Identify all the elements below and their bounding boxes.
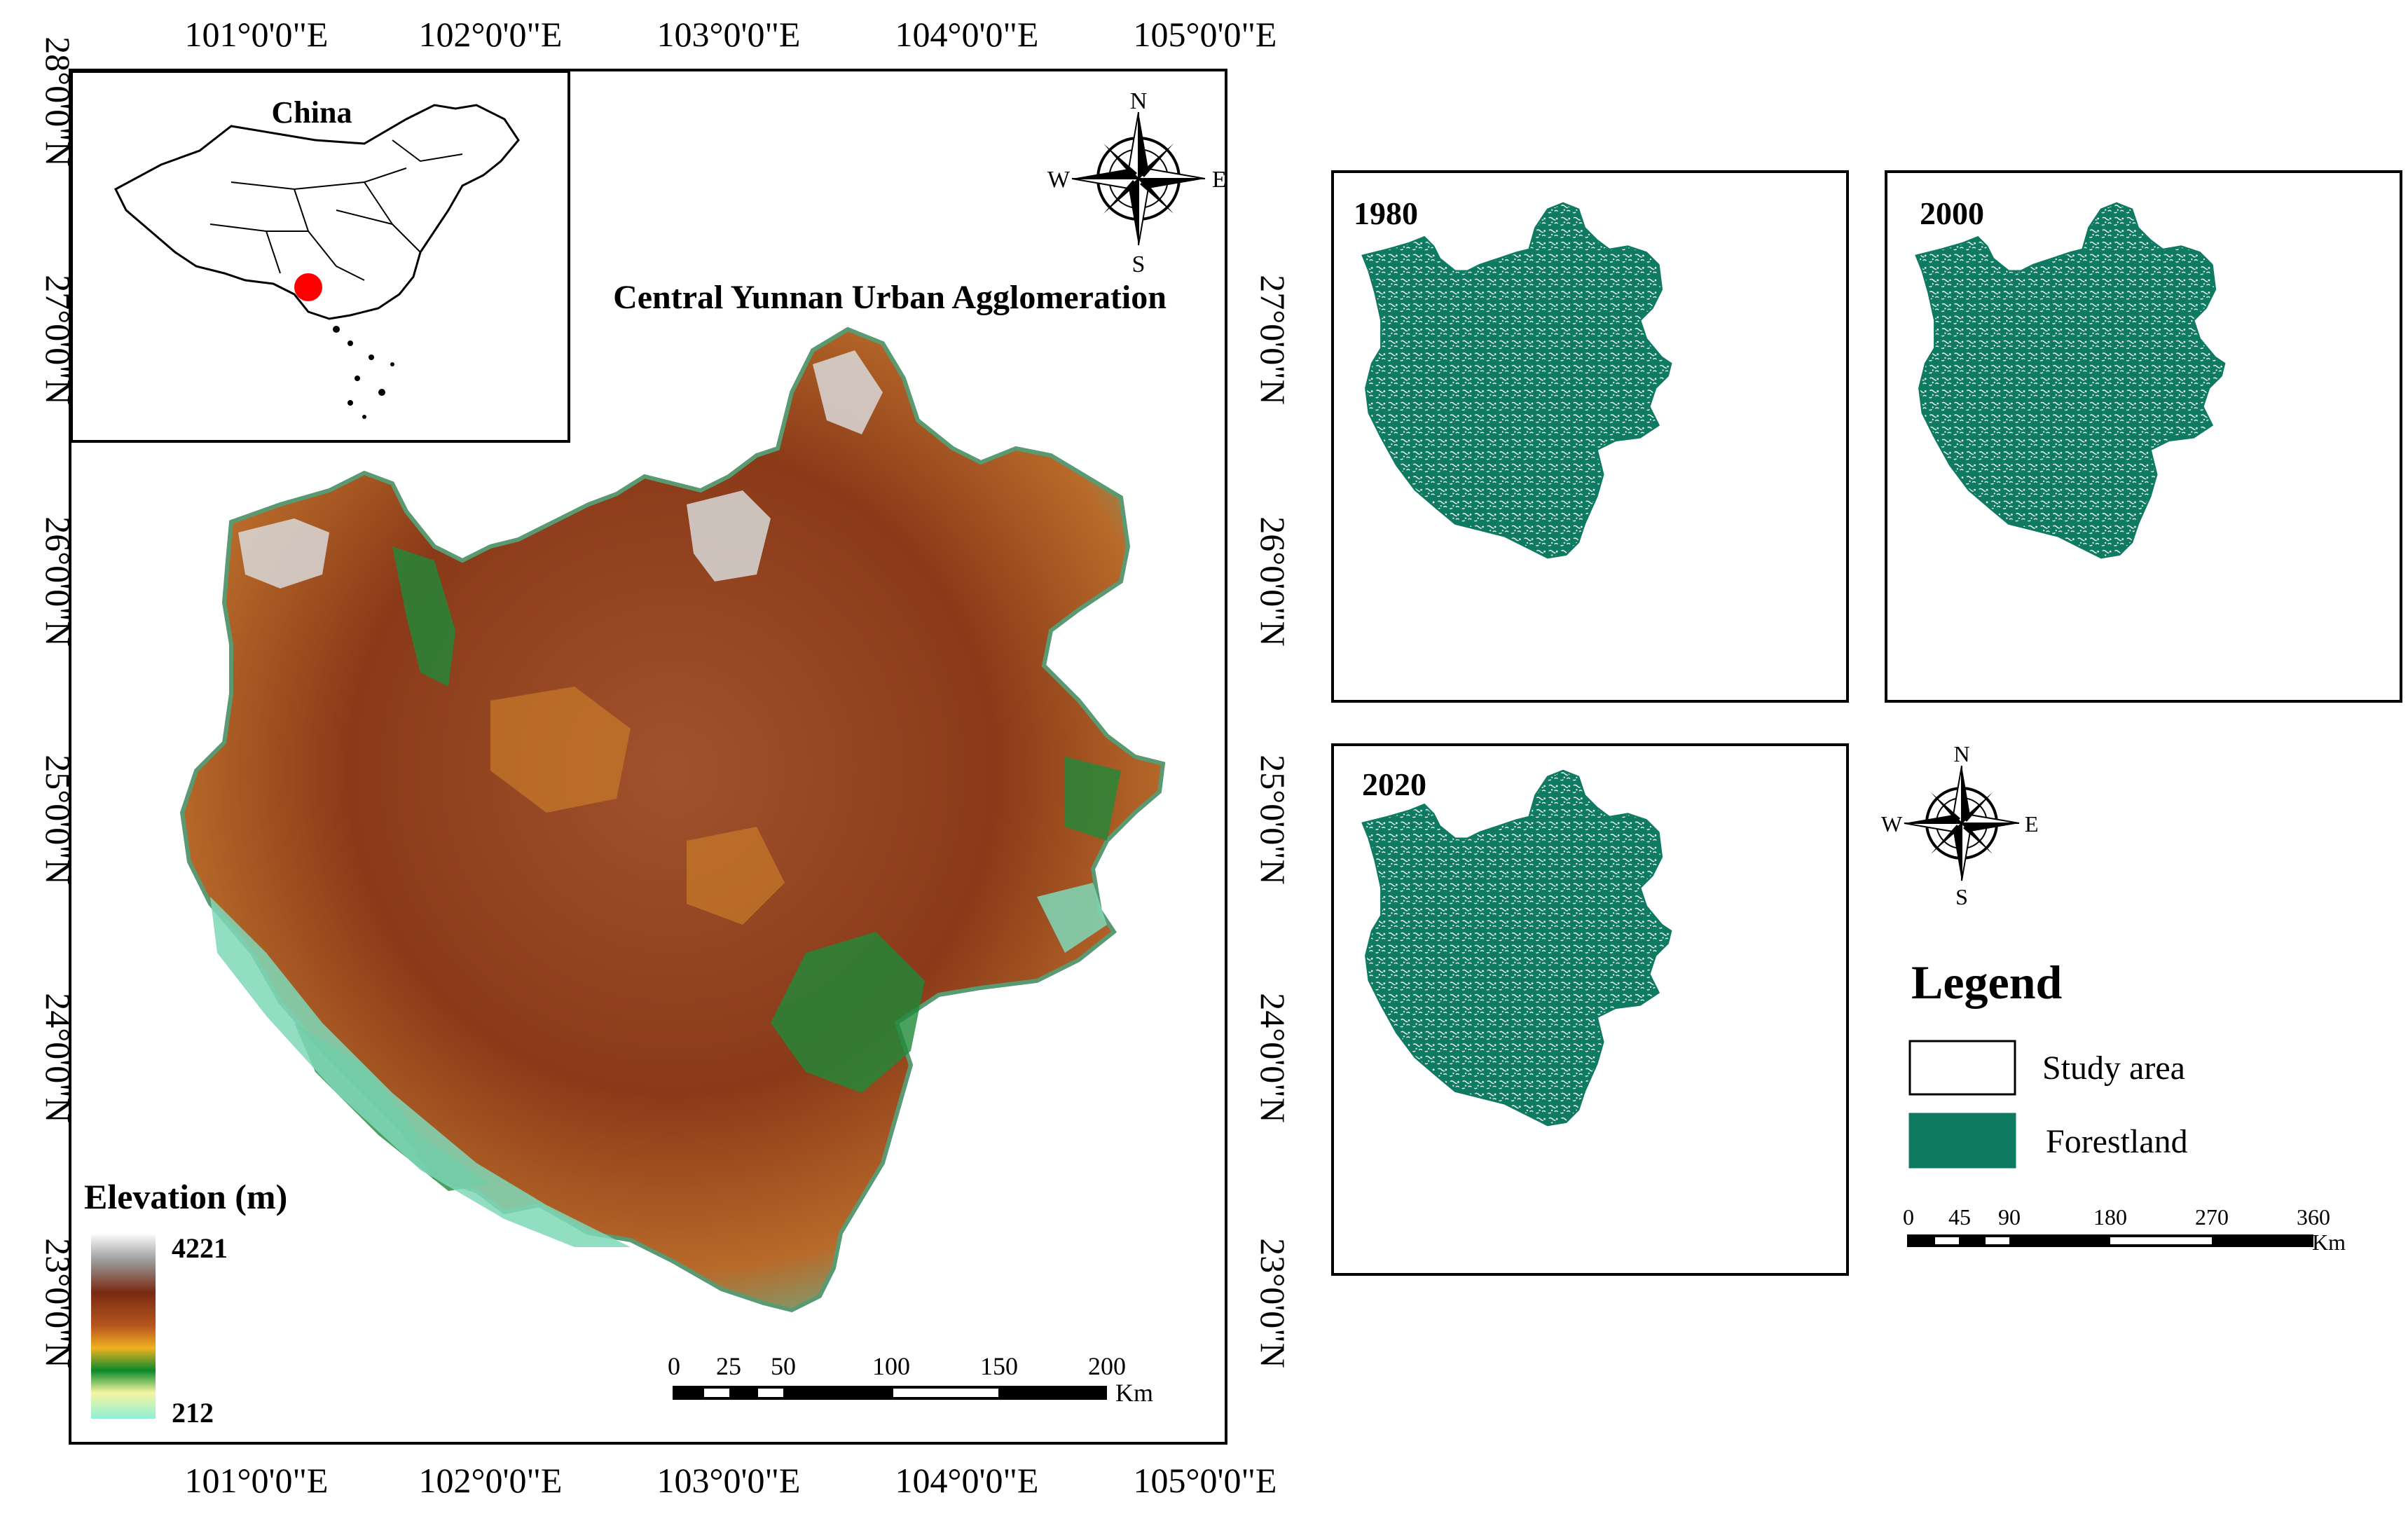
panel-2020: 2020 (1331, 743, 1849, 1276)
elevation-max-label: 4221 (172, 1232, 228, 1264)
elevation-min-label: 212 (172, 1397, 214, 1429)
china-label: China (272, 95, 352, 130)
panel-1980-year: 1980 (1354, 195, 1418, 231)
right-scalebar: 0 45 90 180 270 360 Km (1903, 1204, 2346, 1255)
main-scale-label-0: 0 (668, 1352, 680, 1380)
main-scale-label-150: 150 (980, 1352, 1018, 1380)
elevation-legend: Elevation (m) 4221 212 (84, 1177, 287, 1429)
lon-label-top-4: 104°0'0"E (895, 15, 1039, 54)
right-latitude-labels: 27°0'0"N 26°0'0"N 25°0'0"N 24°0'0"N 23°0… (1253, 275, 1293, 1368)
panel-1980: 1980 (1331, 170, 1849, 703)
lat-label-right-2: 26°0'0"N (1253, 516, 1293, 647)
lon-label-top-5: 105°0'0"E (1134, 15, 1277, 54)
elevation-color-ramp (91, 1233, 156, 1419)
terrain-highlands (238, 350, 883, 589)
main-scale-label-25: 25 (716, 1352, 741, 1380)
main-scale-unit: Km (1115, 1379, 1153, 1407)
right-scale-unit: Km (2312, 1230, 2346, 1255)
lon-label-top-3: 103°0'0"E (657, 15, 801, 54)
right-compass-w: W (1881, 811, 1903, 837)
right-scale-label-0: 0 (1903, 1204, 1914, 1230)
lat-label-left-4: 25°0'0"N (39, 755, 78, 885)
lon-label-bottom-2: 102°0'0"E (419, 1461, 563, 1500)
lon-label-top-1: 101°0'0"E (185, 15, 329, 54)
main-compass-s: S (1132, 252, 1145, 277)
panel-2020-year: 2020 (1362, 766, 1426, 802)
lat-label-right-1: 27°0'0"N (1253, 275, 1293, 405)
right-compass-icon: N S E W (1881, 741, 2039, 909)
right-scale-label-180: 180 (2093, 1204, 2127, 1230)
main-scale-label-100: 100 (872, 1352, 910, 1380)
main-scale-label-50: 50 (771, 1352, 796, 1380)
right-compass-e: E (2025, 811, 2039, 837)
lat-label-left-5: 24°0'0"N (39, 993, 78, 1123)
panel-2000: 2000 (1885, 170, 2402, 703)
main-map-frame (69, 69, 1227, 1445)
top-longitude-labels: 101°0'0"E 102°0'0"E 103°0'0"E 104°0'0"E … (185, 15, 1277, 54)
terrain-valleys (294, 546, 1121, 1191)
lon-label-bottom-1: 101°0'0"E (185, 1461, 329, 1500)
right-scale-label-45: 45 (1948, 1204, 1971, 1230)
legend-title: Legend (1911, 956, 2063, 1009)
panel-2000-year: 2000 (1920, 195, 1984, 231)
main-compass-icon: N S E W (1047, 88, 1227, 277)
main-compass-w: W (1047, 167, 1071, 193)
study-area-terrain (179, 326, 1166, 1313)
main-map-title: Central Yunnan Urban Agglomeration (613, 279, 1167, 316)
legend-label-study-area: Study area (2042, 1050, 2185, 1087)
bottom-longitude-labels: 101°0'0"E 102°0'0"E 103°0'0"E 104°0'0"E … (185, 1461, 1277, 1500)
lat-label-left-3: 26°0'0"N (39, 516, 78, 647)
lat-label-left-6: 23°0'0"N (39, 1238, 78, 1368)
main-compass-n: N (1130, 88, 1148, 114)
lat-label-right-4: 24°0'0"N (1253, 993, 1293, 1123)
panel-2020-forest (1361, 769, 1672, 1127)
terrain-lowlands (210, 883, 1107, 1247)
legend-label-forestland: Forestland (2046, 1123, 2188, 1160)
lat-label-right-3: 25°0'0"N (1253, 755, 1293, 885)
south-china-sea-islands (333, 326, 394, 419)
lat-label-right-5: 23°0'0"N (1253, 1238, 1293, 1368)
right-scale-label-270: 270 (2195, 1204, 2229, 1230)
terrain-midlands (490, 687, 785, 925)
right-scale-label-90: 90 (1998, 1204, 2021, 1230)
main-scale-label-200: 200 (1088, 1352, 1126, 1380)
study-area-highlight (294, 273, 322, 301)
left-latitude-labels: 28°0'0"N 27°0'0"N 26°0'0"N 25°0'0"N 24°0… (39, 36, 78, 1368)
panel-1980-forest (1361, 202, 1672, 559)
elevation-legend-title: Elevation (m) (84, 1177, 287, 1216)
china-province-lines (209, 139, 463, 281)
lon-label-bottom-5: 105°0'0"E (1134, 1461, 1277, 1500)
right-compass-n: N (1953, 741, 1969, 766)
forest-legend: Legend Study area Forestland (1908, 956, 2188, 1169)
china-inset: China (70, 70, 570, 443)
lon-label-top-2: 102°0'0"E (419, 15, 563, 54)
main-scalebar: 0 25 50 100 150 200 Km (668, 1352, 1153, 1407)
lon-label-bottom-3: 103°0'0"E (657, 1461, 801, 1500)
legend-swatch-study-area (1908, 1040, 2016, 1096)
legend-swatch-forestland (1908, 1113, 2016, 1169)
right-compass-s: S (1955, 884, 1968, 909)
main-compass-e: E (1212, 167, 1227, 193)
panel-2000-forest (1915, 202, 2226, 559)
elevation-terrain-map (179, 326, 1166, 1313)
lon-label-bottom-4: 104°0'0"E (895, 1461, 1039, 1500)
right-scale-label-360: 360 (2297, 1204, 2330, 1230)
